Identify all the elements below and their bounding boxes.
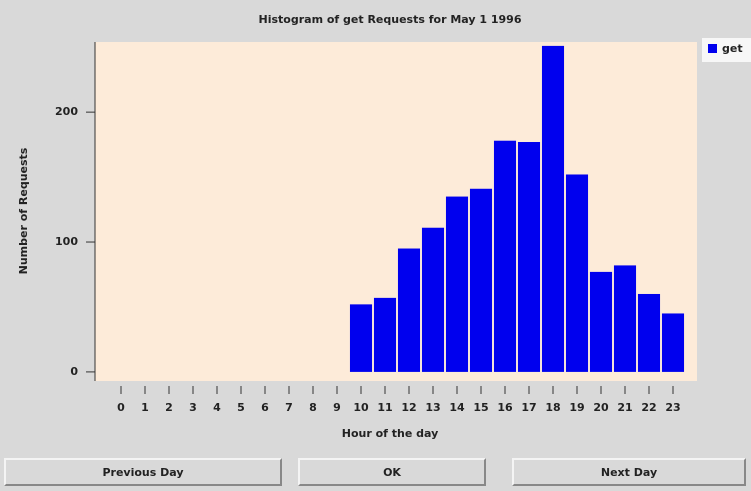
x-tick-label: 22 xyxy=(641,401,656,414)
x-tick-label: 10 xyxy=(353,401,369,414)
bar xyxy=(613,265,637,372)
x-tick-label: 8 xyxy=(309,401,317,414)
x-tick-label: 20 xyxy=(593,401,609,414)
x-tick-label: 3 xyxy=(189,401,197,414)
bar xyxy=(373,297,397,372)
x-tick-label: 13 xyxy=(425,401,440,414)
bar xyxy=(445,196,469,372)
y-tick-label: 200 xyxy=(55,105,78,118)
y-tick-label: 0 xyxy=(70,365,78,378)
x-tick-label: 17 xyxy=(521,401,536,414)
bar xyxy=(589,271,613,372)
bar xyxy=(517,142,541,372)
x-tick-label: 16 xyxy=(497,401,513,414)
x-tick-label: 5 xyxy=(237,401,245,414)
bar xyxy=(661,313,685,372)
x-tick-label: 9 xyxy=(333,401,341,414)
bar xyxy=(397,248,421,372)
chart: Histogram of get Requests for May 1 1996… xyxy=(17,13,751,440)
bar xyxy=(421,227,445,372)
x-axis-label: Hour of the day xyxy=(342,427,439,440)
x-tick-label: 2 xyxy=(165,401,173,414)
button[interactable]: Next Day xyxy=(512,458,746,486)
x-tick-label: 4 xyxy=(213,401,221,414)
button[interactable]: Previous Day xyxy=(4,458,282,486)
x-tick-label: 0 xyxy=(117,401,125,414)
x-tick-label: 19 xyxy=(569,401,584,414)
bar xyxy=(349,304,373,372)
x-tick-label: 6 xyxy=(261,401,269,414)
bar xyxy=(637,293,661,372)
x-tick-label: 11 xyxy=(377,401,392,414)
x-tick-label: 18 xyxy=(545,401,560,414)
legend-label: get xyxy=(722,42,743,55)
y-axis-label: Number of Requests xyxy=(17,147,30,274)
x-tick-label: 14 xyxy=(449,401,465,414)
x-tick-label: 15 xyxy=(473,401,488,414)
y-tick-label: 100 xyxy=(55,235,78,248)
x-tick-label: 7 xyxy=(285,401,293,414)
legend-swatch xyxy=(708,44,717,53)
bar xyxy=(469,188,493,372)
bar xyxy=(565,174,589,372)
chart-title: Histogram of get Requests for May 1 1996 xyxy=(259,13,522,26)
x-tick-label: 1 xyxy=(141,401,149,414)
button[interactable]: OK xyxy=(298,458,486,486)
x-tick-label: 21 xyxy=(617,401,632,414)
x-tick-label: 12 xyxy=(401,401,416,414)
bar xyxy=(493,140,517,372)
x-tick-label: 23 xyxy=(665,401,680,414)
bar xyxy=(541,45,565,372)
